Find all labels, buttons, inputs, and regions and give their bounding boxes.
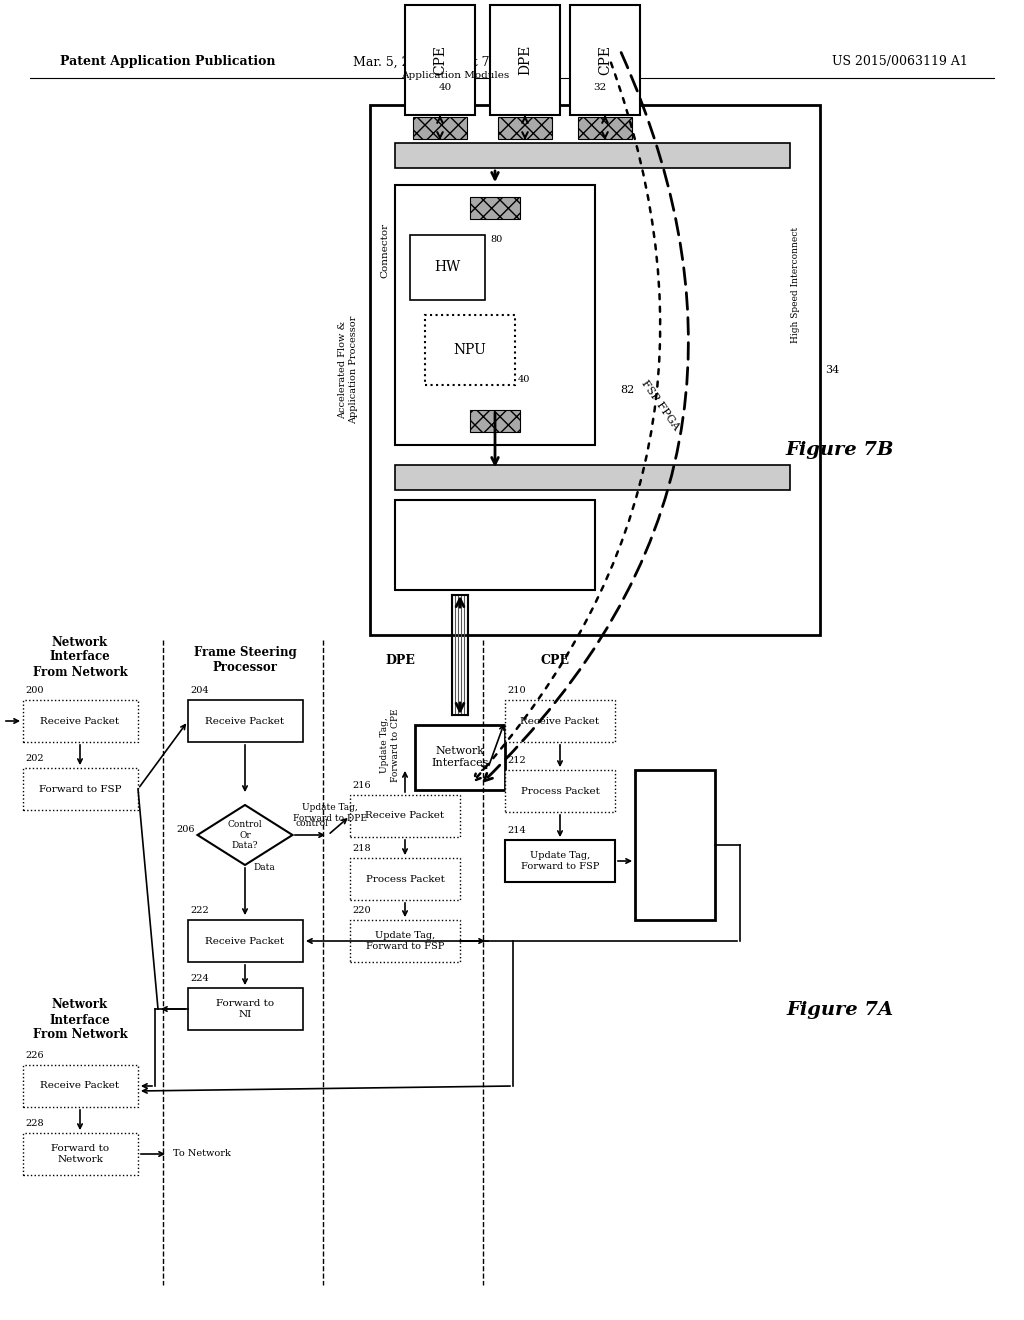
Bar xyxy=(395,465,790,490)
Bar xyxy=(350,858,460,900)
Text: 226: 226 xyxy=(25,1051,44,1060)
Text: Receive Packet: Receive Packet xyxy=(40,717,120,726)
Text: control: control xyxy=(296,818,329,828)
Text: 216: 216 xyxy=(352,781,371,789)
Text: Receive Packet: Receive Packet xyxy=(366,812,444,821)
Bar xyxy=(470,197,520,219)
Text: CPE: CPE xyxy=(433,45,447,75)
Text: 214: 214 xyxy=(507,826,525,836)
Bar xyxy=(23,1065,138,1107)
Text: 210: 210 xyxy=(507,686,525,696)
Text: Process Packet: Process Packet xyxy=(366,874,444,883)
Text: Update Tag,
Forward to CPE: Update Tag, Forward to CPE xyxy=(380,709,399,781)
Text: 204: 204 xyxy=(190,686,209,696)
Bar xyxy=(470,411,520,432)
Bar xyxy=(370,106,820,635)
Bar xyxy=(410,235,485,300)
Text: To Network: To Network xyxy=(173,1150,230,1159)
Bar xyxy=(188,700,303,742)
Text: 222: 222 xyxy=(190,906,209,915)
Text: NPU: NPU xyxy=(454,343,486,356)
Text: Control
Or
Data?: Control Or Data? xyxy=(227,820,262,850)
FancyArrowPatch shape xyxy=(484,53,688,781)
Polygon shape xyxy=(198,805,293,865)
Bar xyxy=(498,117,552,139)
Text: Accelerated Flow &
Application Processor: Accelerated Flow & Application Processor xyxy=(338,315,357,424)
Text: 40: 40 xyxy=(438,82,452,91)
Text: US 2015/0063119 A1: US 2015/0063119 A1 xyxy=(833,55,968,69)
Bar xyxy=(413,117,467,139)
Text: DPE: DPE xyxy=(385,653,415,667)
Text: 40: 40 xyxy=(518,375,530,384)
Bar xyxy=(23,700,138,742)
Bar xyxy=(415,725,505,789)
Text: Forward to FSP: Forward to FSP xyxy=(39,784,121,793)
Text: Update Tag,
Forward to FSP: Update Tag, Forward to FSP xyxy=(366,932,444,950)
Text: 220: 220 xyxy=(352,906,371,915)
Bar xyxy=(578,117,632,139)
Text: 200: 200 xyxy=(25,686,43,696)
Text: CPE: CPE xyxy=(541,653,569,667)
Bar xyxy=(23,768,138,810)
Text: FSP FPGA: FSP FPGA xyxy=(639,378,681,432)
Bar xyxy=(23,1133,138,1175)
Text: Update Tag,
Forward to FSP: Update Tag, Forward to FSP xyxy=(521,851,599,871)
Bar xyxy=(570,5,640,115)
Text: 228: 228 xyxy=(25,1119,44,1129)
Bar xyxy=(188,987,303,1030)
Text: Figure 7B: Figure 7B xyxy=(785,441,894,459)
Text: 206: 206 xyxy=(176,825,195,834)
Bar xyxy=(395,500,595,590)
Bar xyxy=(406,5,475,115)
Bar xyxy=(395,143,790,168)
Text: 32: 32 xyxy=(593,82,606,91)
Text: Forward to
NI: Forward to NI xyxy=(216,999,274,1019)
Text: Network
Interface
From Network: Network Interface From Network xyxy=(33,635,127,678)
Text: Frame Steering
Processor: Frame Steering Processor xyxy=(194,645,296,675)
Bar xyxy=(505,700,615,742)
Text: 82: 82 xyxy=(620,385,634,395)
Bar xyxy=(188,920,303,962)
Text: Data: Data xyxy=(253,862,274,871)
Text: Figure 7A: Figure 7A xyxy=(786,1001,894,1019)
Bar xyxy=(425,315,515,385)
Bar xyxy=(635,770,715,920)
Text: DPE: DPE xyxy=(518,45,532,75)
Text: Receive Packet: Receive Packet xyxy=(206,717,285,726)
Bar xyxy=(490,5,560,115)
Text: Mar. 5, 2015  Sheet 7 of 8: Mar. 5, 2015 Sheet 7 of 8 xyxy=(352,55,517,69)
Text: 80: 80 xyxy=(490,235,502,244)
Text: 212: 212 xyxy=(507,756,525,766)
Text: 34: 34 xyxy=(825,366,840,375)
Bar xyxy=(395,185,595,445)
Text: CPE: CPE xyxy=(598,45,612,75)
Text: Process Packet: Process Packet xyxy=(520,787,599,796)
Text: Update Tag,
Forward to DPE: Update Tag, Forward to DPE xyxy=(293,804,367,822)
Bar xyxy=(505,770,615,812)
Text: High Speed Interconnect: High Speed Interconnect xyxy=(791,227,800,343)
Text: Connector: Connector xyxy=(381,223,389,277)
Text: HW: HW xyxy=(434,260,460,275)
Text: Network
Interface
From Network: Network Interface From Network xyxy=(33,998,127,1041)
Text: Patent Application Publication: Patent Application Publication xyxy=(60,55,275,69)
Bar xyxy=(505,840,615,882)
Text: 224: 224 xyxy=(190,974,209,983)
Text: 218: 218 xyxy=(352,843,371,853)
Text: Forward to
Network: Forward to Network xyxy=(51,1144,110,1164)
Bar xyxy=(350,795,460,837)
Text: Receive Packet: Receive Packet xyxy=(520,717,600,726)
Text: Network
Interfaces: Network Interfaces xyxy=(431,746,488,768)
Text: 202: 202 xyxy=(25,754,44,763)
Bar xyxy=(350,920,460,962)
Text: Application Modules: Application Modules xyxy=(400,70,509,79)
FancyArrowPatch shape xyxy=(474,62,660,781)
Text: Receive Packet: Receive Packet xyxy=(40,1081,120,1090)
Text: Receive Packet: Receive Packet xyxy=(206,936,285,945)
